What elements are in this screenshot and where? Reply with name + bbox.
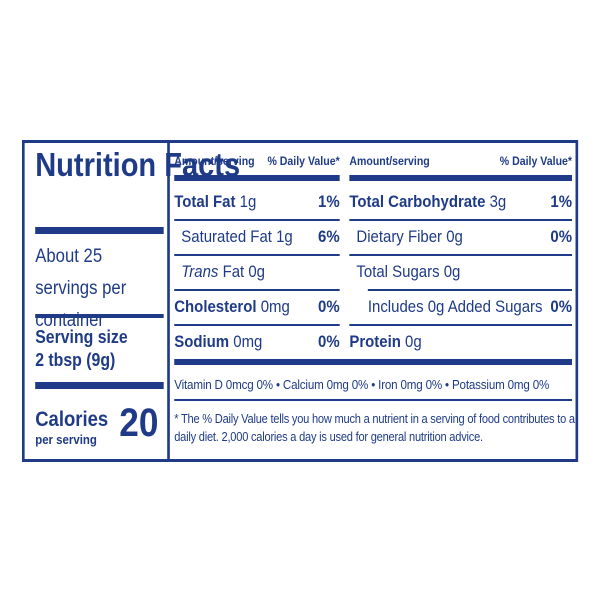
rule	[349, 175, 572, 181]
serving-size-value: 2 tbsp (9g)	[35, 350, 116, 370]
nutrient: Total Sugars 0g	[356, 255, 460, 289]
nutrient-row: Includes 0g Added Sugars 0%	[368, 290, 572, 324]
rule	[174, 289, 340, 291]
calories-label: Calories	[35, 408, 109, 431]
daily-value: 0%	[318, 332, 340, 351]
rule	[35, 227, 164, 234]
nutrient-amount: 0g	[443, 262, 461, 281]
nutrient-name: Dietary Fiber	[356, 227, 443, 246]
nutrient-name: Protein	[349, 332, 401, 351]
servings: About 25 servings per container	[35, 246, 127, 331]
nutrient-name: Saturated Fat	[181, 227, 272, 246]
nutrient-name: Includes 0g Added Sugars	[367, 297, 543, 316]
rule	[35, 382, 164, 389]
rule	[349, 254, 572, 256]
footnote: * The % Daily Value tells you how much a…	[174, 412, 575, 444]
nutrient-row: Total Fat 1g 1%	[174, 185, 339, 219]
nutrient-amount: 0g	[405, 332, 422, 351]
nutrient-amount: Fat 0g	[222, 262, 266, 281]
rule	[174, 399, 573, 401]
rule	[174, 219, 340, 221]
nutrition-label: Nutrition Facts About 25 servings per co…	[22, 140, 579, 462]
rule	[367, 289, 572, 291]
rule	[174, 175, 340, 181]
nutrient-amount: 1g	[276, 227, 293, 246]
rule	[174, 359, 573, 365]
nutrient-amount: 0mg	[233, 332, 263, 351]
column-header: Amount/serving % Daily Value*	[174, 154, 339, 168]
nutrient: Total Fat 1g	[174, 185, 256, 219]
nutrient: Protein 0g	[349, 325, 421, 359]
rule	[349, 219, 572, 221]
nutrient-amount: 0mg	[260, 297, 290, 316]
rule	[174, 254, 340, 256]
daily-value: 0%	[550, 297, 572, 316]
nutrient-amount: 3g	[489, 192, 507, 211]
nutrient-name: Total Carbohydrate	[349, 192, 486, 211]
daily-value: 1%	[318, 192, 340, 211]
serving-size-label: Serving size	[35, 327, 128, 347]
nutrient-row: Total Sugars 0g	[356, 255, 572, 289]
nutrient-row: Protein 0g	[349, 325, 572, 359]
dv-header: % Daily Value*	[267, 154, 340, 168]
daily-value: 0%	[550, 227, 572, 246]
vitamins: Vitamin D 0mcg 0% • Calcium 0mg 0% • Iro…	[174, 377, 550, 392]
calories-sublabel: per serving	[35, 432, 97, 447]
nutrient: Sodium 0mg	[174, 325, 262, 359]
nutrient-row: Total Carbohydrate 3g 1%	[349, 185, 572, 219]
nutrient: Total Carbohydrate 3g	[349, 185, 506, 219]
nutrient-amount: 0g	[446, 227, 463, 246]
dv-header: % Daily Value*	[499, 154, 572, 168]
calories-value: 20	[119, 401, 159, 445]
nutrient-row: Saturated Fat 1g 6%	[181, 220, 339, 254]
rule	[174, 324, 340, 326]
amount-header: Amount/serving	[174, 154, 255, 168]
nutrient: Trans Fat 0g	[181, 255, 265, 289]
daily-value: 6%	[318, 227, 340, 246]
rule	[35, 314, 164, 318]
nutrient-row: Dietary Fiber 0g 0%	[356, 220, 572, 254]
daily-value: 0%	[318, 297, 340, 316]
nutrient-amount: 1g	[239, 192, 257, 211]
nutrient-name: Total Fat	[174, 192, 236, 211]
nutrient: Cholesterol 0mg	[174, 290, 290, 324]
nutrient-name: Cholesterol	[174, 297, 257, 316]
nutrient-row: Sodium 0mg 0%	[174, 325, 339, 359]
nutrient-name: Trans	[181, 262, 219, 281]
nutrient: Dietary Fiber 0g	[356, 220, 462, 254]
nutrient-name: Total Sugars	[356, 262, 440, 281]
amount-header: Amount/serving	[349, 154, 430, 168]
column-header: Amount/serving % Daily Value*	[349, 154, 572, 168]
rule	[349, 324, 572, 326]
nutrient-name: Sodium	[174, 332, 230, 351]
nutrient-row: Trans Fat 0g	[181, 255, 339, 289]
nutrient-row: Cholesterol 0mg 0%	[174, 290, 339, 324]
divider	[167, 143, 170, 459]
daily-value: 1%	[550, 192, 572, 211]
nutrient: Saturated Fat 1g	[181, 220, 292, 254]
